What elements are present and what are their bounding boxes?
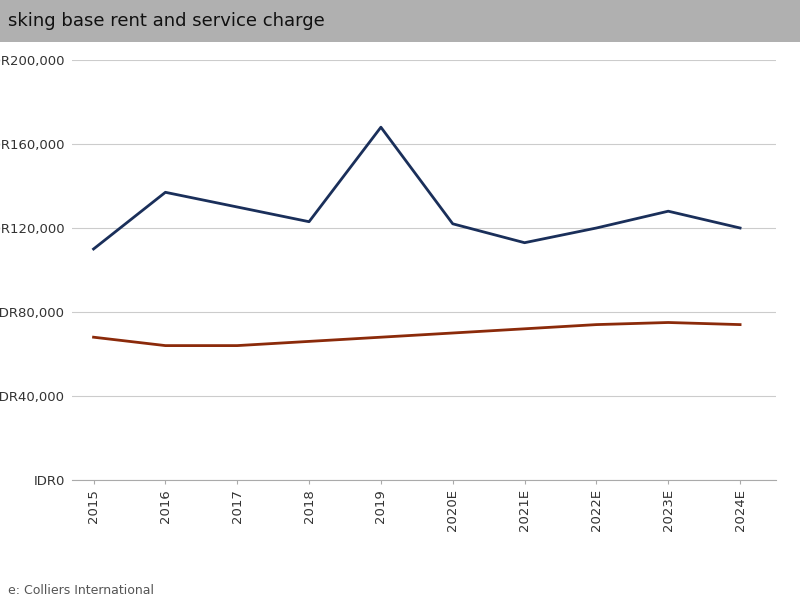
Line: Service Charge: Service Charge xyxy=(94,323,740,346)
Service Charge xyxy=(376,334,386,341)
Service Charge xyxy=(161,342,170,349)
Asking Rent xyxy=(592,224,602,232)
Asking Rent xyxy=(233,203,242,211)
Service Charge xyxy=(448,329,458,337)
Service Charge xyxy=(735,321,745,328)
Service Charge xyxy=(304,338,314,345)
Service Charge xyxy=(520,325,530,332)
Line: Asking Rent: Asking Rent xyxy=(94,127,740,249)
Service Charge xyxy=(89,334,98,341)
Asking Rent xyxy=(376,124,386,131)
Asking Rent xyxy=(161,188,170,196)
Asking Rent xyxy=(448,220,458,227)
Asking Rent xyxy=(520,239,530,246)
Asking Rent xyxy=(735,224,745,232)
Service Charge xyxy=(663,319,673,326)
Asking Rent xyxy=(304,218,314,225)
Text: e: Colliers International: e: Colliers International xyxy=(8,584,154,597)
Asking Rent xyxy=(89,245,98,253)
Text: sking base rent and service charge: sking base rent and service charge xyxy=(8,12,325,30)
Service Charge xyxy=(233,342,242,349)
Service Charge xyxy=(592,321,602,328)
Asking Rent xyxy=(663,208,673,215)
